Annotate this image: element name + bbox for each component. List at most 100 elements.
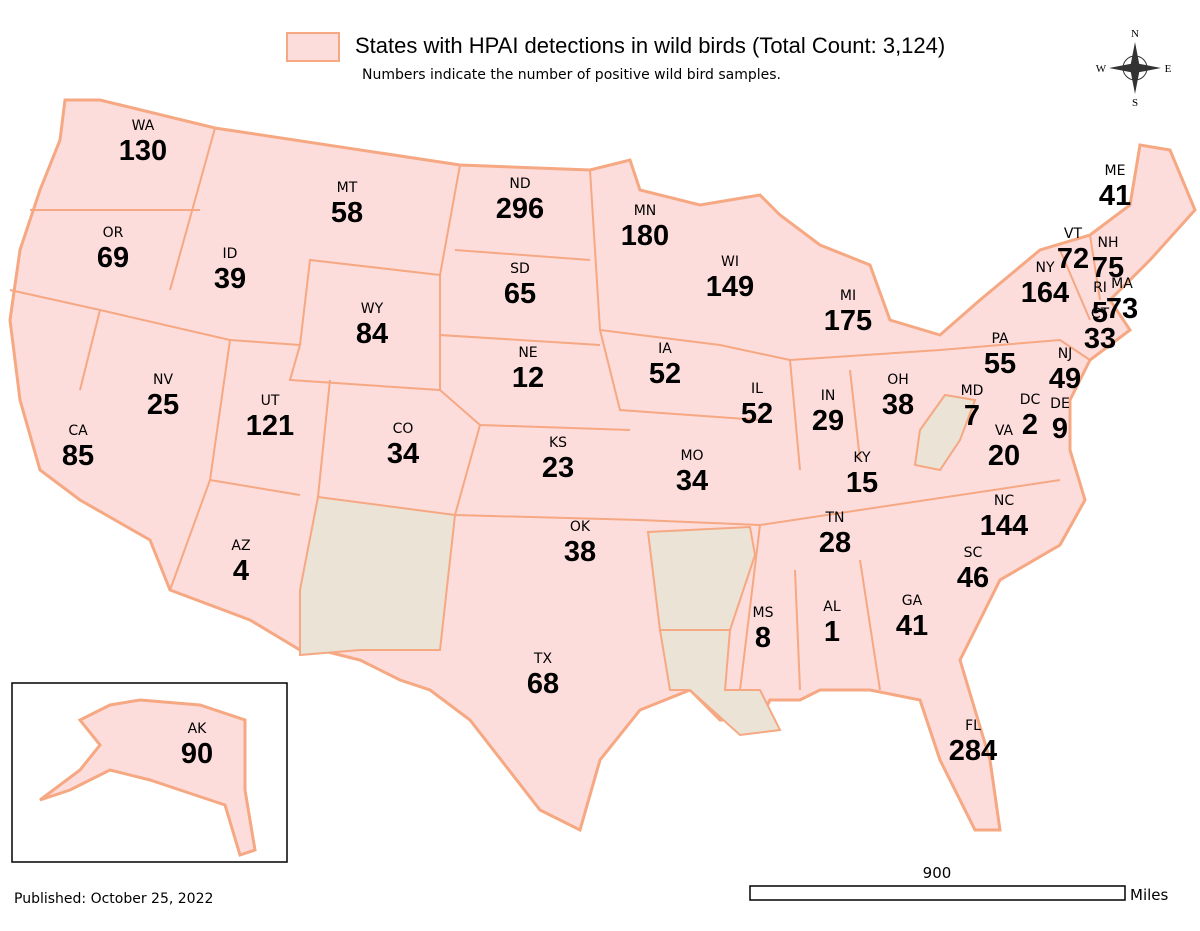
state-count: 2 <box>1022 409 1038 441</box>
no-detection-states <box>299 393 977 737</box>
state-abbr: MA <box>1111 276 1133 292</box>
state-abbr: ND <box>509 176 530 192</box>
compass-w: W <box>1096 63 1107 75</box>
state-abbr: MI <box>840 288 856 304</box>
state-count: 8 <box>755 622 771 654</box>
state-count: 69 <box>97 242 129 274</box>
state-abbr: MS <box>753 605 774 621</box>
state-abbr: CA <box>68 423 88 439</box>
state-count: 52 <box>649 358 681 390</box>
compass-e: E <box>1165 63 1172 75</box>
scale-distance: 900 <box>923 864 952 882</box>
state-count: 5 <box>1092 297 1108 329</box>
state-abbr: NY <box>1035 260 1054 276</box>
state-abbr: IN <box>821 388 836 404</box>
legend-title: States with HPAI detections in wild bird… <box>355 33 945 58</box>
state-count: 15 <box>846 467 878 499</box>
state-labels: WA130OR69CA85NV25ID39MT58WY84UT121AZ4CO3… <box>62 118 1138 770</box>
state-abbr: NH <box>1098 235 1119 251</box>
state-abbr: NV <box>153 372 173 388</box>
legend-swatch <box>286 32 340 62</box>
state-abbr: TN <box>824 510 844 526</box>
state-borders <box>9 127 1101 691</box>
state-abbr: ME <box>1105 163 1126 179</box>
state-count: 38 <box>564 536 596 568</box>
state-abbr: AL <box>823 599 841 615</box>
state-count: 46 <box>957 562 989 594</box>
state-abbr: IL <box>751 381 763 397</box>
state-abbr: UT <box>261 393 280 409</box>
state-abbr: DC <box>1020 392 1041 408</box>
state-count: 29 <box>812 405 844 437</box>
state-abbr: AK <box>188 721 208 737</box>
state-ar <box>646 525 757 631</box>
state-count: 90 <box>181 738 213 770</box>
state-abbr: MD <box>961 383 984 399</box>
state-abbr: OH <box>887 372 909 388</box>
state-abbr: NJ <box>1058 346 1073 362</box>
state-count: 39 <box>214 263 246 295</box>
state-count: 1 <box>824 616 840 648</box>
state-count: 121 <box>246 410 294 442</box>
state-abbr: KS <box>549 435 567 451</box>
state-count: 72 <box>1057 243 1089 275</box>
state-count: 180 <box>621 220 669 252</box>
state-count: 75 <box>1092 252 1124 284</box>
state-abbr: OR <box>103 225 124 241</box>
state-abbr: SD <box>510 261 530 277</box>
state-count: 175 <box>824 305 872 337</box>
state-count: 144 <box>980 510 1028 542</box>
state-abbr: MO <box>680 448 703 464</box>
state-count: 58 <box>331 197 363 229</box>
legend-subtitle: Numbers indicate the number of positive … <box>362 67 781 83</box>
state-la <box>658 629 782 737</box>
state-count: 34 <box>387 438 419 470</box>
state-abbr: DE <box>1050 396 1070 412</box>
state-abbr: RI <box>1093 280 1107 296</box>
state-count: 7 <box>964 400 980 432</box>
state-abbr: AZ <box>231 538 250 554</box>
state-abbr: IA <box>658 341 672 357</box>
state-abbr: CT <box>1091 306 1110 322</box>
state-count: 52 <box>741 398 773 430</box>
state-abbr: MN <box>634 203 657 219</box>
state-count: 33 <box>1084 323 1116 355</box>
state-count: 41 <box>896 610 928 642</box>
state-count: 23 <box>542 452 574 484</box>
state-count: 38 <box>882 389 914 421</box>
state-count: 49 <box>1049 363 1081 395</box>
state-count: 41 <box>1099 180 1131 212</box>
compass-ew <box>1109 63 1161 73</box>
state-count: 68 <box>527 668 559 700</box>
state-count: 149 <box>706 271 754 303</box>
scale-bar <box>749 885 1126 901</box>
state-count: 12 <box>512 362 544 394</box>
state-count: 130 <box>119 135 167 167</box>
published-date: Published: October 25, 2022 <box>14 891 213 907</box>
state-count: 65 <box>504 278 536 310</box>
scale-unit: Miles <box>1130 886 1169 904</box>
state-count: 296 <box>496 193 544 225</box>
state-abbr: CO <box>393 421 414 437</box>
state-count: 164 <box>1021 277 1069 309</box>
state-abbr: VT <box>1064 226 1083 242</box>
state-abbr: SC <box>964 545 983 561</box>
compass-ring <box>1122 55 1148 81</box>
state-count: 73 <box>1106 293 1138 325</box>
state-count: 284 <box>949 735 997 767</box>
state-abbr: VA <box>995 423 1014 439</box>
compass: N S E W <box>1096 28 1172 109</box>
state-ak <box>39 698 257 857</box>
state-abbr: NC <box>994 493 1014 509</box>
state-count: 55 <box>984 348 1016 380</box>
compass-n: N <box>1131 28 1139 40</box>
state-abbr: TX <box>533 651 553 667</box>
state-count: 84 <box>356 318 388 350</box>
state-count: 4 <box>233 555 249 587</box>
state-abbr: KY <box>853 450 871 466</box>
state-abbr: MT <box>337 180 358 196</box>
state-abbr: WI <box>721 254 739 270</box>
state-abbr: PA <box>991 331 1009 347</box>
state-count: 20 <box>988 440 1020 472</box>
state-abbr: ID <box>223 246 238 262</box>
